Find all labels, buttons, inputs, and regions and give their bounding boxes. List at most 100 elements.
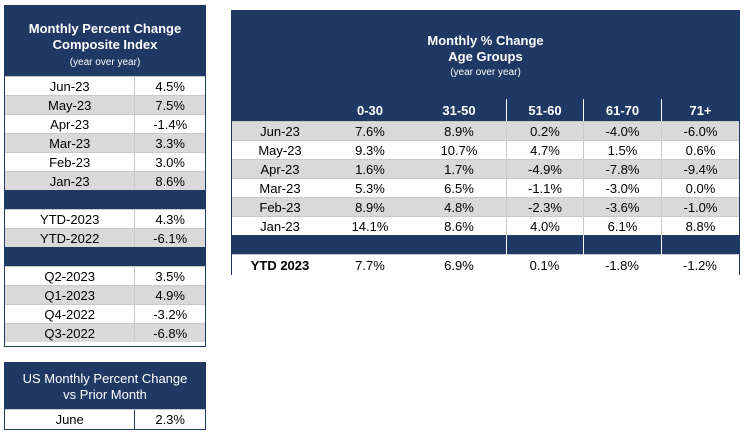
row-value: 4.9% [134, 286, 205, 304]
table-row: Jan-23 8.6% [5, 171, 205, 190]
age-subtitle: (year over year) [450, 67, 521, 78]
composite-index-table: Monthly Percent Change Composite Index (… [4, 5, 206, 347]
row-label: May-23 [258, 142, 302, 158]
row-value: -2.3% [506, 198, 583, 216]
row-label: Q2-2023 [44, 268, 95, 284]
divider-cell [583, 235, 661, 254]
column-header: 71+ [661, 99, 739, 121]
composite-title: Monthly Percent Change [28, 21, 182, 36]
row-value: 3.5% [134, 267, 205, 285]
row-label: YTD-2022 [40, 230, 100, 246]
row-label: Jun-23 [260, 123, 300, 139]
row-value: -1.4% [134, 115, 205, 133]
composite-subtitle: (year over year) [69, 57, 141, 68]
row-value: -4.9% [506, 160, 583, 178]
table-row: Feb-23 8.9% 4.8% -2.3% -3.6% -1.0% [232, 197, 739, 216]
age-groups-table: Monthly % Change Age Groups (year over y… [231, 10, 740, 275]
column-header-blank [232, 99, 328, 121]
row-value: 5.3% [355, 180, 385, 196]
table-row: Jun-23 7.6% 8.9% 0.2% -4.0% -6.0% [232, 121, 739, 140]
row-value: 4.0% [506, 217, 583, 235]
row-value: 4.7% [506, 141, 583, 159]
column-header-row: 0-30 31-50 51-60 61-70 71+ [232, 99, 739, 121]
row-label: Mar-23 [259, 180, 301, 196]
row-label: Q1-2023 [44, 287, 95, 303]
row-label: Jan-23 [260, 218, 300, 234]
divider-cell [328, 235, 412, 254]
table-row: May-23 9.3% 10.7% 4.7% 1.5% 0.6% [232, 140, 739, 159]
row-value: 3.0% [134, 153, 205, 171]
row-value: 4.8% [444, 199, 474, 215]
row-value: -7.8% [583, 160, 661, 178]
row-value: 8.6% [444, 218, 474, 234]
column-header: 51-60 [506, 99, 583, 121]
ytd-value: 7.7% [355, 257, 385, 273]
table-row: June 2.3% [5, 409, 205, 429]
row-value: 3.3% [134, 134, 205, 152]
composite-title-2: Composite Index [52, 37, 158, 52]
table-row: Jan-23 14.1% 8.6% 4.0% 6.1% 8.8% [232, 216, 739, 235]
us-title: US Monthly Percent Change [22, 371, 188, 386]
column-header: 0-30 [356, 102, 384, 118]
row-value: 8.6% [134, 172, 205, 190]
row-value: 1.6% [355, 161, 385, 177]
row-value: 6.1% [583, 217, 661, 235]
row-label: Apr-23 [50, 116, 90, 132]
row-label: May-23 [47, 97, 92, 113]
ytd-row: YTD 2023 7.7% 6.9% 0.1% -1.8% -1.2% [232, 254, 739, 275]
row-value: 0.2% [506, 122, 583, 140]
us-title-2: vs Prior Month [63, 387, 147, 402]
section-divider [5, 190, 205, 209]
divider-cell [412, 235, 506, 254]
table-row: Mar-23 5.3% 6.5% -1.1% -3.0% 0.0% [232, 178, 739, 197]
row-label: Feb-23 [49, 154, 91, 170]
column-header: 61-70 [583, 99, 661, 121]
section-divider [5, 247, 205, 266]
row-label: YTD-2023 [40, 211, 100, 227]
row-value: -3.6% [583, 198, 661, 216]
column-header: 31-50 [442, 102, 476, 118]
age-title: Monthly % Change [427, 33, 544, 48]
row-label: Q3-2022 [44, 325, 95, 341]
row-value: -3.0% [583, 179, 661, 197]
divider-cell [232, 235, 328, 254]
row-value: 1.5% [583, 141, 661, 159]
row-value: -4.0% [583, 122, 661, 140]
table-row: Q3-2022 -6.8% [5, 323, 205, 342]
row-label: June [55, 412, 84, 427]
row-value: 8.9% [355, 199, 385, 215]
row-value: -6.1% [134, 229, 205, 247]
row-label: Mar-23 [49, 135, 91, 151]
row-value: -6.8% [134, 324, 205, 342]
row-value: -1.0% [661, 198, 739, 216]
row-label: Jun-23 [49, 78, 90, 94]
composite-header: Monthly Percent Change Composite Index (… [5, 6, 205, 76]
row-value: -1.1% [506, 179, 583, 197]
row-value: 8.9% [444, 123, 474, 139]
table-row: YTD-2022 -6.1% [5, 228, 205, 247]
row-label: Q4-2022 [44, 306, 95, 322]
table-row: Q2-2023 3.5% [5, 266, 205, 285]
row-value: 4.3% [134, 210, 205, 228]
row-value: 7.6% [355, 123, 385, 139]
ytd-label: YTD 2023 [250, 257, 310, 273]
row-value: 10.7% [440, 142, 478, 158]
ytd-value: 0.1% [529, 257, 560, 273]
row-value: -9.4% [661, 160, 739, 178]
table-row: Feb-23 3.0% [5, 152, 205, 171]
table-row: Q4-2022 -3.2% [5, 304, 205, 323]
us-header: US Monthly Percent Change vs Prior Month [5, 363, 205, 409]
row-label: Feb-23 [259, 199, 301, 215]
row-value: 0.6% [661, 141, 739, 159]
age-header: Monthly % Change Age Groups (year over y… [232, 11, 739, 99]
us-monthly-table: US Monthly Percent Change vs Prior Month… [4, 362, 206, 430]
row-value: 14.1% [351, 218, 389, 234]
row-value: 4.5% [134, 77, 205, 95]
table-row: Apr-23 -1.4% [5, 114, 205, 133]
row-value: 0.0% [661, 179, 739, 197]
row-value: 8.8% [661, 217, 739, 235]
table-row: YTD-2023 4.3% [5, 209, 205, 228]
divider-cell [506, 235, 583, 254]
row-value: 2.3% [134, 410, 205, 429]
table-row: Apr-23 1.6% 1.7% -4.9% -7.8% -9.4% [232, 159, 739, 178]
